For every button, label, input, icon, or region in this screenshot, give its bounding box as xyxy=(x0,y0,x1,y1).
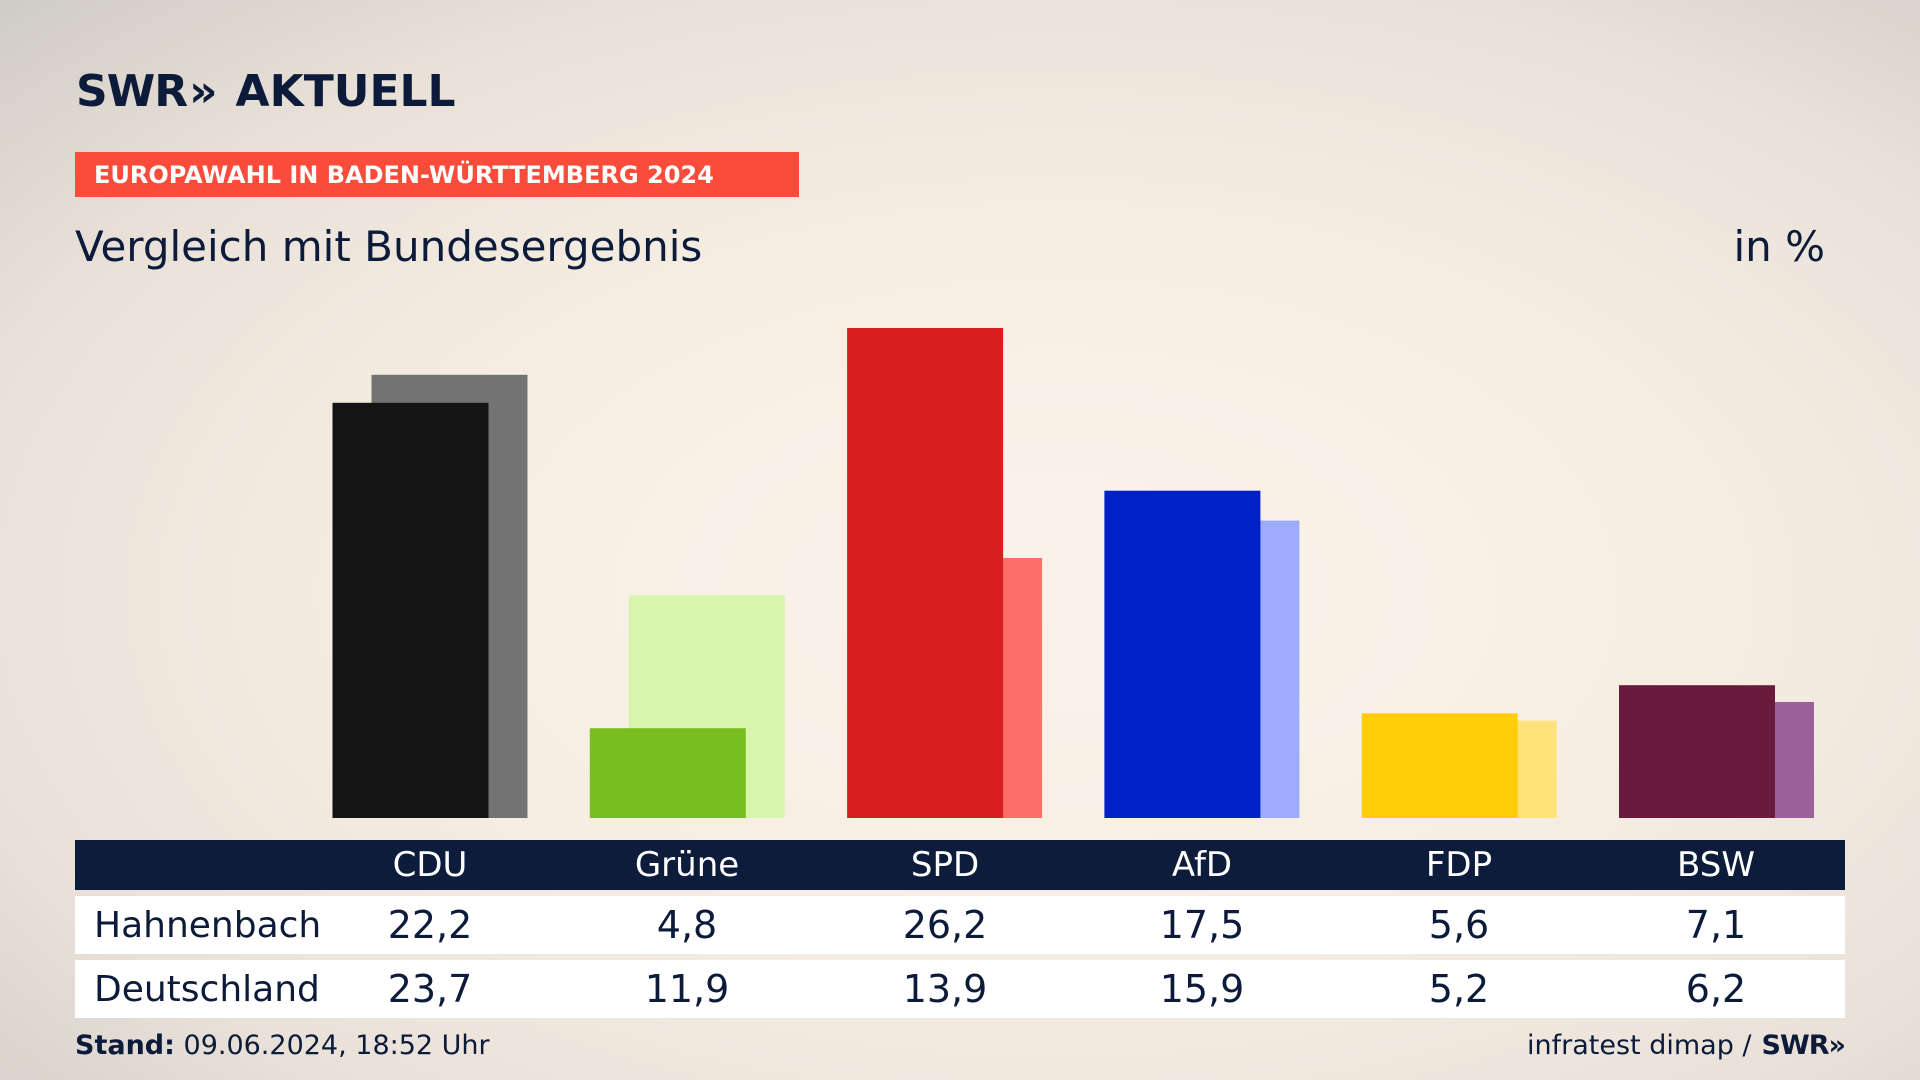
table-row: Deutschland 23,7 11,9 13,9 15,9 5,2 6,2 xyxy=(75,960,1845,1018)
bar-hahnenbach-cdu xyxy=(332,402,489,818)
swr-aktuell-logo: SWR » AKTUELL xyxy=(76,65,456,117)
table-cell: 13,9 xyxy=(902,967,988,1011)
swr-small-logo: SWR» xyxy=(1761,1030,1846,1061)
bar-hahnenbach-fdp xyxy=(1361,713,1518,818)
source-credit: infratest dimap / SWR» xyxy=(1527,1030,1846,1061)
bar-hahnenbach-grüne xyxy=(589,728,746,818)
table-cell: 26,2 xyxy=(902,903,988,947)
table-cell: 5,2 xyxy=(1428,967,1490,1011)
bar-hahnenbach-bsw xyxy=(1619,685,1775,818)
table-cell: 17,5 xyxy=(1159,903,1245,947)
bar-hahnenbach-afd xyxy=(1104,490,1261,818)
header-gruene: Grüne xyxy=(634,845,740,885)
table-cell: 23,7 xyxy=(387,967,473,1011)
election-banner: EUROPAWAHL IN BADEN-WÜRTTEMBERG 2024 xyxy=(75,152,799,197)
table-cell: 4,8 xyxy=(656,903,718,947)
logo-text: SWR xyxy=(76,65,188,117)
table-row: Hahnenbach 22,2 4,8 26,2 17,5 5,6 7,1 xyxy=(75,896,1845,954)
header-spd: SPD xyxy=(910,845,980,885)
table-cell: 22,2 xyxy=(387,903,473,947)
row-label-hahnenbach: Hahnenbach xyxy=(94,904,322,946)
table-cell: 5,6 xyxy=(1428,903,1490,947)
source-text: infratest dimap / xyxy=(1527,1030,1752,1061)
stand-value: 09.06.2024, 18:52 Uhr xyxy=(183,1030,490,1061)
header-afd: AfD xyxy=(1171,845,1233,885)
table-cell: 15,9 xyxy=(1159,967,1245,1011)
table-cell: 6,2 xyxy=(1685,967,1747,1011)
table-cell: 7,1 xyxy=(1685,903,1747,947)
timestamp: Stand: 09.06.2024, 18:52 Uhr xyxy=(75,1030,490,1061)
header-bsw: BSW xyxy=(1677,845,1755,885)
row-label-deutschland: Deutschland xyxy=(94,968,320,1010)
bar-hahnenbach-spd xyxy=(847,328,1004,818)
logo-suffix: AKTUELL xyxy=(235,65,456,117)
results-table: CDU Grüne SPD AfD FDP BSW Hahnenbach 22,… xyxy=(75,840,1845,1018)
unit-label: in % xyxy=(1733,222,1825,271)
table-header-row: CDU Grüne SPD AfD FDP BSW xyxy=(75,840,1845,890)
header-fdp: FDP xyxy=(1425,845,1493,885)
chart-subtitle: Vergleich mit Bundesergebnis xyxy=(75,222,703,271)
stand-label: Stand: xyxy=(75,1030,175,1061)
table-cell: 11,9 xyxy=(644,967,730,1011)
header-cdu: CDU xyxy=(392,845,468,885)
bar-chart xyxy=(332,328,1814,818)
